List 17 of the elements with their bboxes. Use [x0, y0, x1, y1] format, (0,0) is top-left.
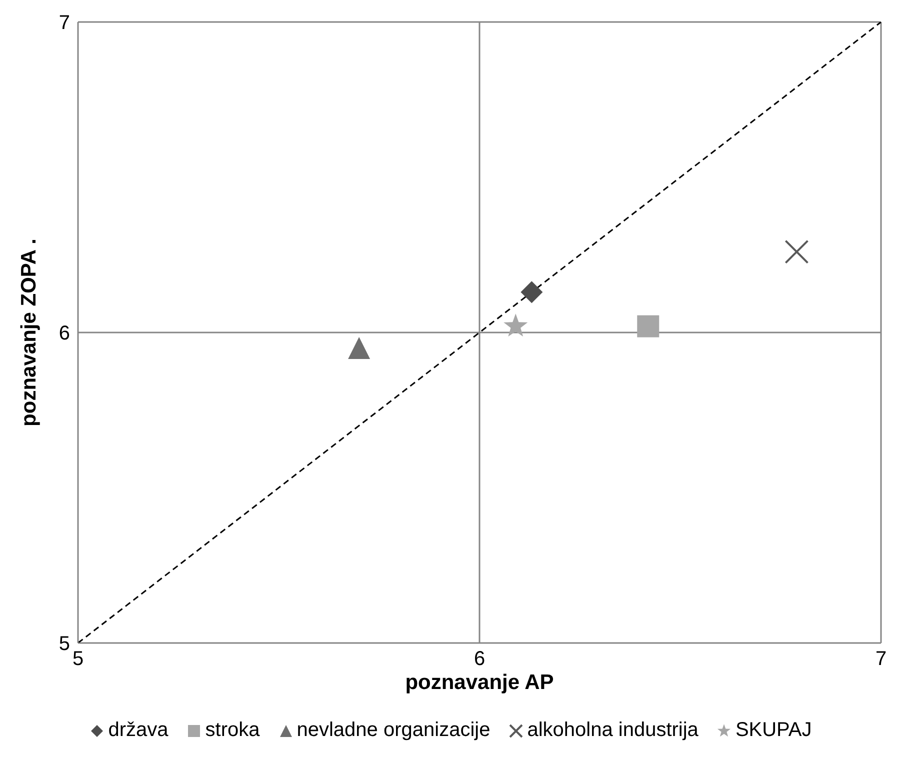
x-axis-title: poznavanje AP [405, 671, 554, 694]
legend-label: alkoholna industrija [526, 719, 698, 742]
y-tick-label: 7 [58, 12, 70, 34]
point [637, 315, 660, 338]
legend-label: SKUPAJ [734, 719, 812, 742]
legend-label: država [107, 719, 168, 742]
point [348, 337, 370, 360]
point [520, 281, 543, 304]
legend-label: nevladne organizacije [296, 719, 490, 742]
x-tick-label: 6 [474, 648, 486, 670]
x-tick-label: 7 [875, 648, 887, 670]
y-tick-label: 5 [58, 633, 70, 656]
y-axis-title: poznavanje ZOPA . [17, 238, 40, 426]
point [504, 314, 528, 337]
legend-label: stroka [204, 719, 260, 742]
y-tick-label: 6 [58, 322, 70, 345]
point [784, 240, 809, 264]
